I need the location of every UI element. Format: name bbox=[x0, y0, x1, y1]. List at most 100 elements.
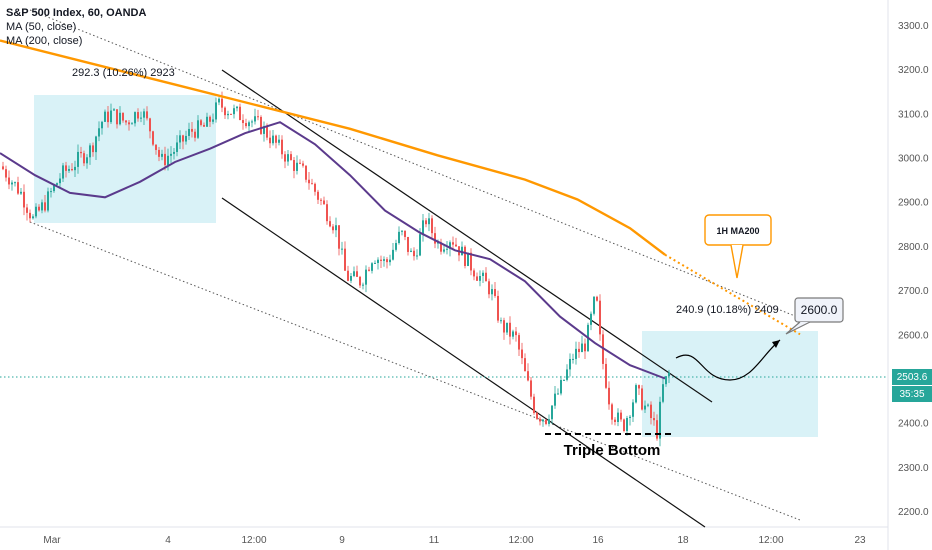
candle-body[interactable] bbox=[401, 230, 403, 232]
candle-body[interactable] bbox=[617, 412, 619, 422]
candle-body[interactable] bbox=[398, 231, 400, 244]
target-callout-box[interactable] bbox=[794, 297, 844, 323]
candle-body[interactable] bbox=[605, 363, 607, 388]
candle-body[interactable] bbox=[668, 372, 670, 377]
candle-body[interactable] bbox=[2, 166, 4, 170]
candle-body[interactable] bbox=[287, 154, 289, 162]
candle-body[interactable] bbox=[320, 199, 322, 201]
candle-body[interactable] bbox=[653, 418, 655, 421]
candle-body[interactable] bbox=[167, 155, 169, 166]
candle-body[interactable] bbox=[437, 242, 439, 244]
candle-body[interactable] bbox=[434, 233, 436, 244]
candle-body[interactable] bbox=[488, 281, 490, 295]
candle-body[interactable] bbox=[221, 98, 223, 108]
candle-body[interactable] bbox=[353, 271, 355, 277]
candle-body[interactable] bbox=[200, 120, 202, 125]
candle-body[interactable] bbox=[575, 348, 577, 359]
candle-body[interactable] bbox=[539, 418, 541, 422]
candle-body[interactable] bbox=[245, 123, 247, 127]
candle-body[interactable] bbox=[113, 109, 115, 111]
candle-body[interactable] bbox=[413, 250, 415, 257]
candle-body[interactable] bbox=[455, 244, 457, 247]
candle-body[interactable] bbox=[584, 343, 586, 352]
candle-body[interactable] bbox=[26, 207, 28, 213]
candle-body[interactable] bbox=[215, 102, 217, 120]
candle-body[interactable] bbox=[491, 289, 493, 295]
candle-body[interactable] bbox=[419, 234, 421, 256]
candle-body[interactable] bbox=[446, 248, 448, 250]
candle-body[interactable] bbox=[404, 230, 406, 237]
candle-body[interactable] bbox=[128, 122, 130, 125]
candle-body[interactable] bbox=[500, 320, 502, 322]
candle-body[interactable] bbox=[626, 417, 628, 431]
candle-body[interactable] bbox=[17, 182, 19, 194]
candle-body[interactable] bbox=[416, 255, 418, 257]
candle-body[interactable] bbox=[386, 259, 388, 263]
candle-body[interactable] bbox=[44, 202, 46, 211]
candle-body[interactable] bbox=[278, 139, 280, 143]
candle-body[interactable] bbox=[266, 126, 268, 138]
candle-body[interactable] bbox=[56, 183, 58, 185]
candle-body[interactable] bbox=[566, 369, 568, 380]
candle-body[interactable] bbox=[347, 270, 349, 281]
candle-body[interactable] bbox=[92, 145, 94, 153]
candle-body[interactable] bbox=[371, 263, 373, 271]
candle-body[interactable] bbox=[665, 376, 667, 385]
candle-body[interactable] bbox=[356, 271, 358, 277]
candle-body[interactable] bbox=[359, 276, 361, 286]
candle-body[interactable] bbox=[248, 122, 250, 127]
candle-body[interactable] bbox=[596, 296, 598, 301]
candle-body[interactable] bbox=[293, 160, 295, 171]
candle-body[interactable] bbox=[281, 139, 283, 155]
candle-body[interactable] bbox=[239, 106, 241, 121]
candle-body[interactable] bbox=[152, 131, 154, 145]
candle-body[interactable] bbox=[521, 349, 523, 359]
candle-body[interactable] bbox=[548, 419, 550, 424]
lower-dotted-trendline[interactable] bbox=[29, 221, 801, 521]
candle-body[interactable] bbox=[299, 162, 301, 164]
candle-body[interactable] bbox=[368, 269, 370, 271]
candle-body[interactable] bbox=[86, 157, 88, 164]
candle-body[interactable] bbox=[350, 276, 352, 281]
candle-body[interactable] bbox=[377, 259, 379, 263]
candle-body[interactable] bbox=[179, 135, 181, 143]
candle-body[interactable] bbox=[572, 358, 574, 360]
candle-body[interactable] bbox=[341, 248, 343, 250]
candle-body[interactable] bbox=[296, 162, 298, 171]
candle-body[interactable] bbox=[509, 322, 511, 337]
candle-body[interactable] bbox=[485, 272, 487, 282]
candle-body[interactable] bbox=[119, 112, 121, 125]
range-box-right[interactable] bbox=[642, 331, 818, 437]
candle-body[interactable] bbox=[269, 137, 271, 144]
candle-body[interactable] bbox=[155, 144, 157, 150]
candle-body[interactable] bbox=[146, 111, 148, 119]
candle-body[interactable] bbox=[314, 183, 316, 192]
candle-body[interactable] bbox=[449, 242, 451, 249]
candle-body[interactable] bbox=[344, 248, 346, 271]
candle-body[interactable] bbox=[461, 246, 463, 256]
candle-body[interactable] bbox=[212, 119, 214, 122]
candle-body[interactable] bbox=[632, 402, 634, 417]
candle-body[interactable] bbox=[188, 128, 190, 136]
candle-body[interactable] bbox=[422, 220, 424, 235]
candle-body[interactable] bbox=[311, 183, 313, 185]
candle-body[interactable] bbox=[395, 243, 397, 250]
candle-body[interactable] bbox=[383, 259, 385, 261]
candle-body[interactable] bbox=[182, 135, 184, 142]
candle-body[interactable] bbox=[71, 169, 73, 171]
candle-body[interactable] bbox=[14, 182, 16, 184]
candle-body[interactable] bbox=[647, 404, 649, 406]
candle-body[interactable] bbox=[38, 206, 40, 211]
candle-body[interactable] bbox=[47, 191, 49, 211]
candle-body[interactable] bbox=[656, 420, 658, 439]
candle-body[interactable] bbox=[98, 128, 100, 137]
candle-body[interactable] bbox=[260, 116, 262, 134]
candle-body[interactable] bbox=[35, 206, 37, 217]
candle-body[interactable] bbox=[29, 212, 31, 219]
candle-body[interactable] bbox=[638, 385, 640, 389]
candle-body[interactable] bbox=[302, 163, 304, 166]
candle-body[interactable] bbox=[275, 135, 277, 143]
candle-body[interactable] bbox=[173, 151, 175, 154]
candle-body[interactable] bbox=[479, 276, 481, 281]
